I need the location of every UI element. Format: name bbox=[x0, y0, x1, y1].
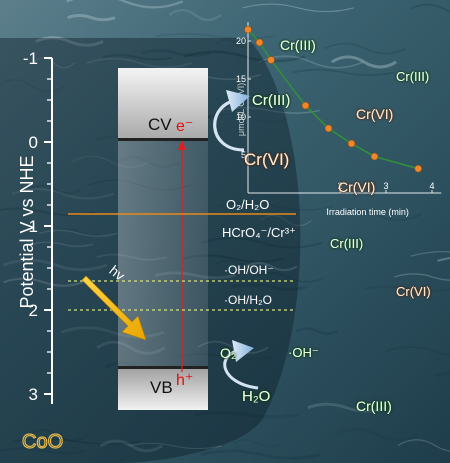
axis-ticks: -1 0 1 2 3 bbox=[23, 49, 52, 404]
floating-cr3-mid: Cr(III) bbox=[396, 69, 429, 84]
inset-x-tick-label: 4 bbox=[429, 181, 434, 191]
inset-data-point bbox=[370, 152, 379, 161]
reduction-reactant: Cr(VI) bbox=[244, 150, 289, 169]
inset-y-tick-label: 15 bbox=[236, 74, 246, 84]
oxidation-reactant: H₂O bbox=[242, 388, 270, 405]
axis-label: Potential V vs NHE bbox=[17, 155, 37, 308]
axis-tick-label: 0 bbox=[29, 133, 38, 152]
floating-cr3-bottom: Cr(III) bbox=[356, 398, 392, 414]
reduction-curve bbox=[213, 98, 245, 152]
inset-data-point bbox=[414, 164, 422, 173]
label-oh-ohminus: ·OH/OH⁻ bbox=[224, 263, 274, 277]
label-hcro4-cr: HCrO₄⁻/Cr³⁺ bbox=[222, 225, 296, 240]
inset-x-tick-label: 2 bbox=[337, 181, 342, 191]
inset-data-point bbox=[244, 25, 252, 34]
conduction-band-edge bbox=[118, 138, 208, 141]
floating-cr6-right: Cr(VI) bbox=[396, 284, 431, 299]
oxidation-curve bbox=[223, 348, 259, 390]
excitation-arrowhead bbox=[178, 140, 186, 150]
label-oh-h2o: ·OH/H₂O bbox=[224, 293, 272, 307]
floating-cr3-lower: Cr(III) bbox=[330, 236, 363, 251]
inset-x-label: Irradiation time (min) bbox=[326, 207, 409, 217]
inset-data-point bbox=[255, 38, 264, 47]
floating-cr6-lower: Cr(VI) bbox=[338, 179, 375, 195]
inset-y-tick-label: 20 bbox=[236, 36, 246, 46]
floating-cr6-mid: Cr(VI) bbox=[356, 106, 393, 122]
valence-band bbox=[118, 368, 208, 410]
hole-label: h⁺ bbox=[176, 372, 193, 389]
material-label: CoO bbox=[22, 431, 63, 453]
inset-chart: 2 3 4 20 15 10 5 Irradiation time (min) μmol/L C… bbox=[236, 22, 442, 217]
cb-label: CV bbox=[148, 115, 172, 134]
inset-x-tick-label: 3 bbox=[383, 181, 388, 191]
inset-y-label: μmol/L Cr(VI) bbox=[236, 83, 246, 136]
axis-tick-label: 1 bbox=[29, 217, 38, 236]
vb-label: VB bbox=[150, 378, 173, 397]
inset-data-point bbox=[324, 124, 333, 133]
floating-cr3-top: Cr(III) bbox=[280, 37, 316, 53]
inset-data-point bbox=[301, 101, 310, 110]
electron-label: e⁻ bbox=[176, 118, 193, 135]
oxidation-arrow-icon bbox=[232, 340, 254, 362]
oxidation-o2: O₂ bbox=[220, 345, 236, 361]
valence-band-edge bbox=[118, 366, 208, 369]
light-arrow-icon bbox=[81, 275, 147, 341]
oxidation-oh: ·OH⁻ bbox=[288, 345, 319, 360]
reduction-arrow-icon bbox=[226, 90, 250, 112]
label-o2-h2o: O₂/H₂O bbox=[226, 197, 269, 212]
inset-y-tick-label: 5 bbox=[241, 150, 246, 160]
axis-tick-label: 2 bbox=[29, 301, 38, 320]
axis-tick-label: 3 bbox=[29, 385, 38, 404]
conduction-band bbox=[118, 68, 208, 140]
inset-y-tick-label: 10 bbox=[236, 112, 246, 122]
axis-tick-label: -1 bbox=[23, 49, 38, 68]
inset-data-point bbox=[347, 139, 356, 148]
reduction-product: Cr(III) bbox=[252, 92, 290, 109]
inset-data-point bbox=[267, 56, 275, 64]
